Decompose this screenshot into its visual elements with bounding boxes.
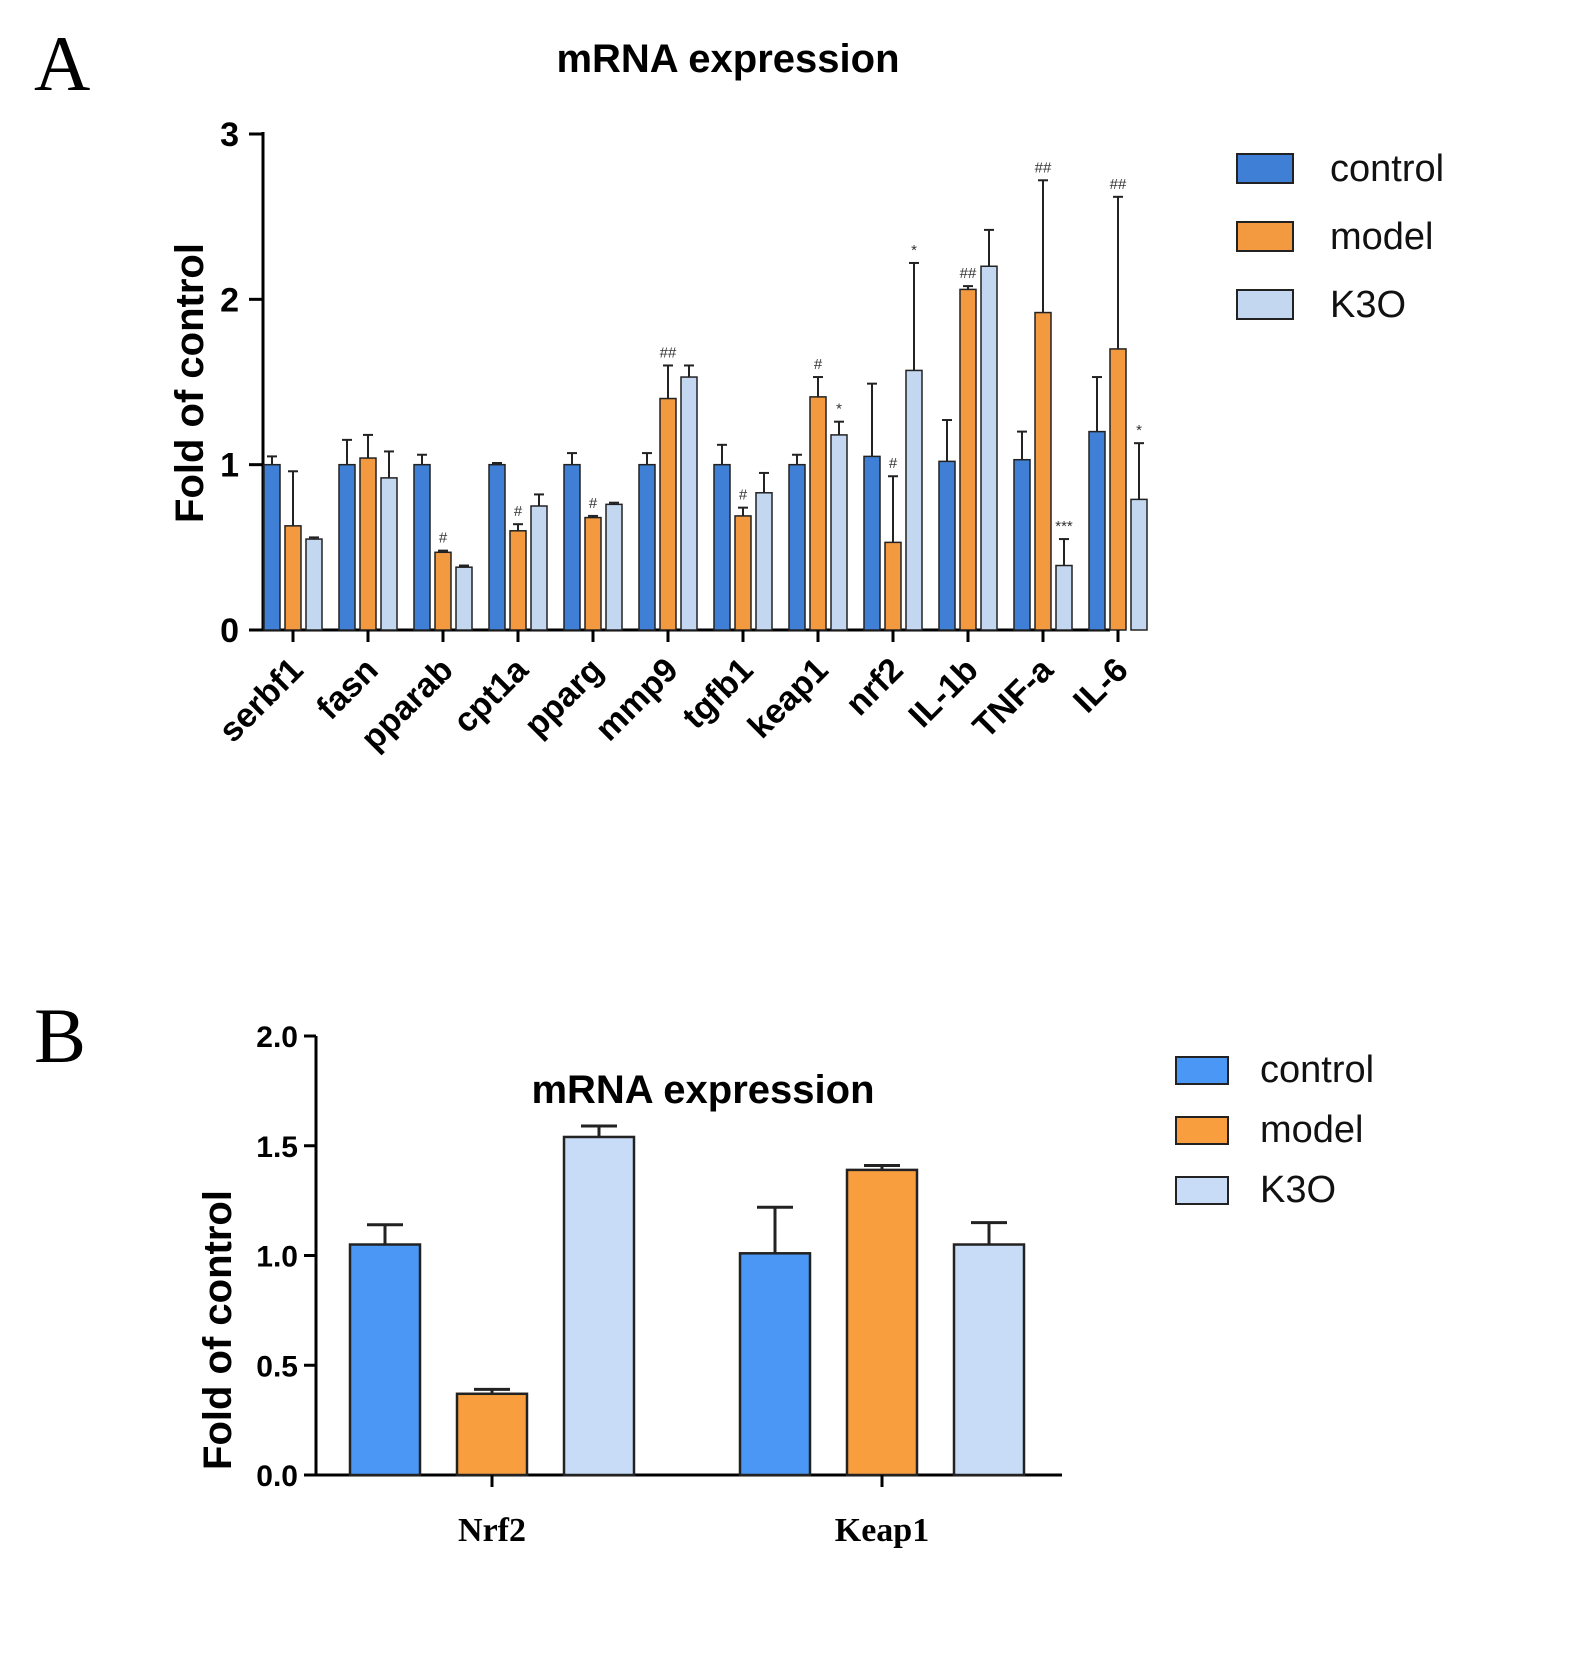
chart-a-significance-marker: ##	[1110, 176, 1127, 193]
chart-a-bar-control-serbf1	[263, 463, 281, 631]
chart-b-x-tick-label: Keap1	[835, 1512, 929, 1549]
chart-b-legend-swatch-model	[1175, 1116, 1229, 1145]
chart-a-bar-K3O-nrf2	[905, 369, 923, 631]
chart-b-y-tick-label: 1.5	[256, 1131, 298, 1164]
chart-a-bar-model-nrf2	[884, 541, 902, 631]
chart-b-y-tick-label: 0.0	[256, 1460, 298, 1493]
chart-a-legend: control model K3O	[1236, 148, 1444, 326]
chart-a-bar-control-fasn	[338, 463, 356, 631]
chart-a-bar-control-cpt1a	[488, 463, 506, 631]
chart-b-y-tick-label: 0.5	[256, 1350, 298, 1383]
chart-a-bar-control-pparg	[563, 463, 581, 631]
chart-b-bar-control-Keap1	[738, 1252, 812, 1477]
chart-b-y-tick-label: 1.0	[256, 1241, 298, 1274]
chart-a-bar-K3O-mmp9	[680, 376, 698, 631]
chart-a-legend-label-model: model	[1330, 216, 1434, 258]
chart-a-bar-control-IL-1b	[938, 460, 956, 631]
chart-a-significance-marker: #	[439, 530, 448, 547]
chart-b-y-axis-label: Fold of control	[196, 1190, 240, 1470]
chart-b-legend-label-model: model	[1260, 1109, 1364, 1151]
chart-a-bar-K3O-cpt1a	[530, 505, 548, 631]
chart-a-significance-marker: ##	[960, 265, 977, 282]
chart-a-significance-marker: #	[589, 495, 598, 512]
chart-a-bar-model-IL-1b	[959, 288, 977, 631]
chart-a-y-tick-label: 1	[220, 447, 239, 485]
chart-a-bar-model-cpt1a	[509, 530, 527, 631]
chart-a-x-tick-label: IL-6	[1066, 651, 1136, 721]
chart-a-y-tick-label: 3	[220, 116, 239, 154]
chart-a-y-tick-label: 2	[220, 281, 239, 319]
chart-a-bar-model-fasn	[359, 457, 377, 631]
chart-a-y-tick-label: 0	[220, 612, 239, 650]
chart-b-bar-control-Nrf2	[348, 1243, 422, 1477]
chart-a-x-tick-label: TNF-a	[966, 650, 1062, 746]
chart-b-legend-label-K3O: K3O	[1260, 1169, 1336, 1211]
chart-a-title: mRNA expression	[556, 37, 899, 81]
chart-a-bar-control-mmp9	[638, 463, 656, 631]
chart-a-significance-marker: *	[836, 401, 842, 418]
chart-a-bar-control-IL-6	[1088, 430, 1106, 631]
chart-a-legend-label-K3O: K3O	[1330, 284, 1406, 326]
chart-a-legend-swatch-control	[1236, 153, 1294, 184]
chart-b-legend-swatch-K3O	[1175, 1176, 1229, 1205]
chart-a-bar-K3O-serbf1	[305, 538, 323, 631]
chart-a-significance-marker: #	[889, 455, 898, 472]
chart-a-significance-marker: #	[514, 503, 523, 520]
chart-a-x-tick-label: keap1	[741, 651, 836, 746]
chart-a-bar-K3O-pparg	[605, 503, 623, 631]
chart-a-bar-model-IL-6	[1109, 348, 1127, 631]
chart-a-y-axis-label: Fold of control	[168, 243, 212, 523]
chart-a-bar-model-tgfb1	[734, 515, 752, 631]
chart-a-x-tick-label: mmp9	[588, 651, 686, 749]
chart-b-legend-label-control: control	[1260, 1049, 1374, 1091]
chart-a-bar-model-pparab	[434, 551, 452, 631]
chart-a-significance-marker: ##	[660, 344, 677, 361]
chart-b-plot: 0.0 0.5 1.0 1.5 2.0 Nrf2 Keap1	[256, 1021, 1062, 1549]
chart-b-y-tick-label: 2.0	[256, 1021, 298, 1054]
chart-a-bar-K3O-keap1	[830, 434, 848, 631]
chart-b-x-tick-label: Nrf2	[458, 1512, 526, 1549]
chart-b-legend-swatch-control	[1175, 1056, 1229, 1085]
chart-a-legend-swatch-K3O	[1236, 289, 1294, 320]
chart-a-bar-K3O-IL-6	[1130, 498, 1148, 631]
chart-a-significance-marker: ##	[1035, 159, 1052, 176]
chart-a-x-tick-label: cpt1a	[446, 650, 536, 740]
chart-a-plot: 0123serbf1fasnpparabcpt1appargmmp9tgfb1k…	[212, 116, 1148, 758]
chart-a-bar-K3O-tgfb1	[755, 492, 773, 631]
chart-b-bar-model-Nrf2	[455, 1392, 529, 1477]
chart-a-bar-K3O-TNF-a	[1055, 564, 1073, 631]
chart-a-significance-marker: *	[1136, 422, 1142, 439]
chart-b-title: mRNA expression	[531, 1068, 874, 1112]
chart-a-legend-label-control: control	[1330, 148, 1444, 190]
chart-b-legend: control model K3O	[1175, 1049, 1374, 1211]
chart-a-bar-control-nrf2	[863, 455, 881, 631]
chart-a-legend-swatch-model	[1236, 221, 1294, 252]
chart-a-bar-model-keap1	[809, 396, 827, 631]
chart-a-bar-control-TNF-a	[1013, 458, 1031, 631]
chart-a-x-tick-label: serbf1	[212, 651, 311, 750]
chart-a-bar-model-TNF-a	[1034, 311, 1052, 631]
chart-a-significance-marker: #	[814, 356, 823, 373]
chart-a-significance-marker: *	[911, 242, 917, 259]
chart-a-bar-control-keap1	[788, 463, 806, 631]
chart-a-bar-model-mmp9	[659, 397, 677, 631]
chart-a-bar-model-serbf1	[284, 525, 302, 631]
chart-b-bar-K3O-Keap1	[952, 1243, 1026, 1477]
chart-a-x-tick-label: nrf2	[838, 651, 910, 723]
chart-a-bar-K3O-fasn	[380, 477, 398, 631]
chart-b-bar-K3O-Nrf2	[562, 1135, 636, 1477]
panel-letter-a: A	[34, 20, 90, 107]
chart-a-bar-K3O-pparab	[455, 566, 473, 631]
chart-a-bar-K3O-IL-1b	[980, 265, 998, 631]
panel-letter-b: B	[34, 992, 86, 1079]
chart-a-bar-model-pparg	[584, 516, 602, 631]
chart-a-bar-control-pparab	[413, 463, 431, 631]
chart-b-bar-model-Keap1	[845, 1168, 919, 1477]
chart-a-bar-control-tgfb1	[713, 463, 731, 631]
chart-a-significance-marker: #	[739, 487, 748, 504]
chart-a-significance-marker: ***	[1055, 518, 1073, 535]
